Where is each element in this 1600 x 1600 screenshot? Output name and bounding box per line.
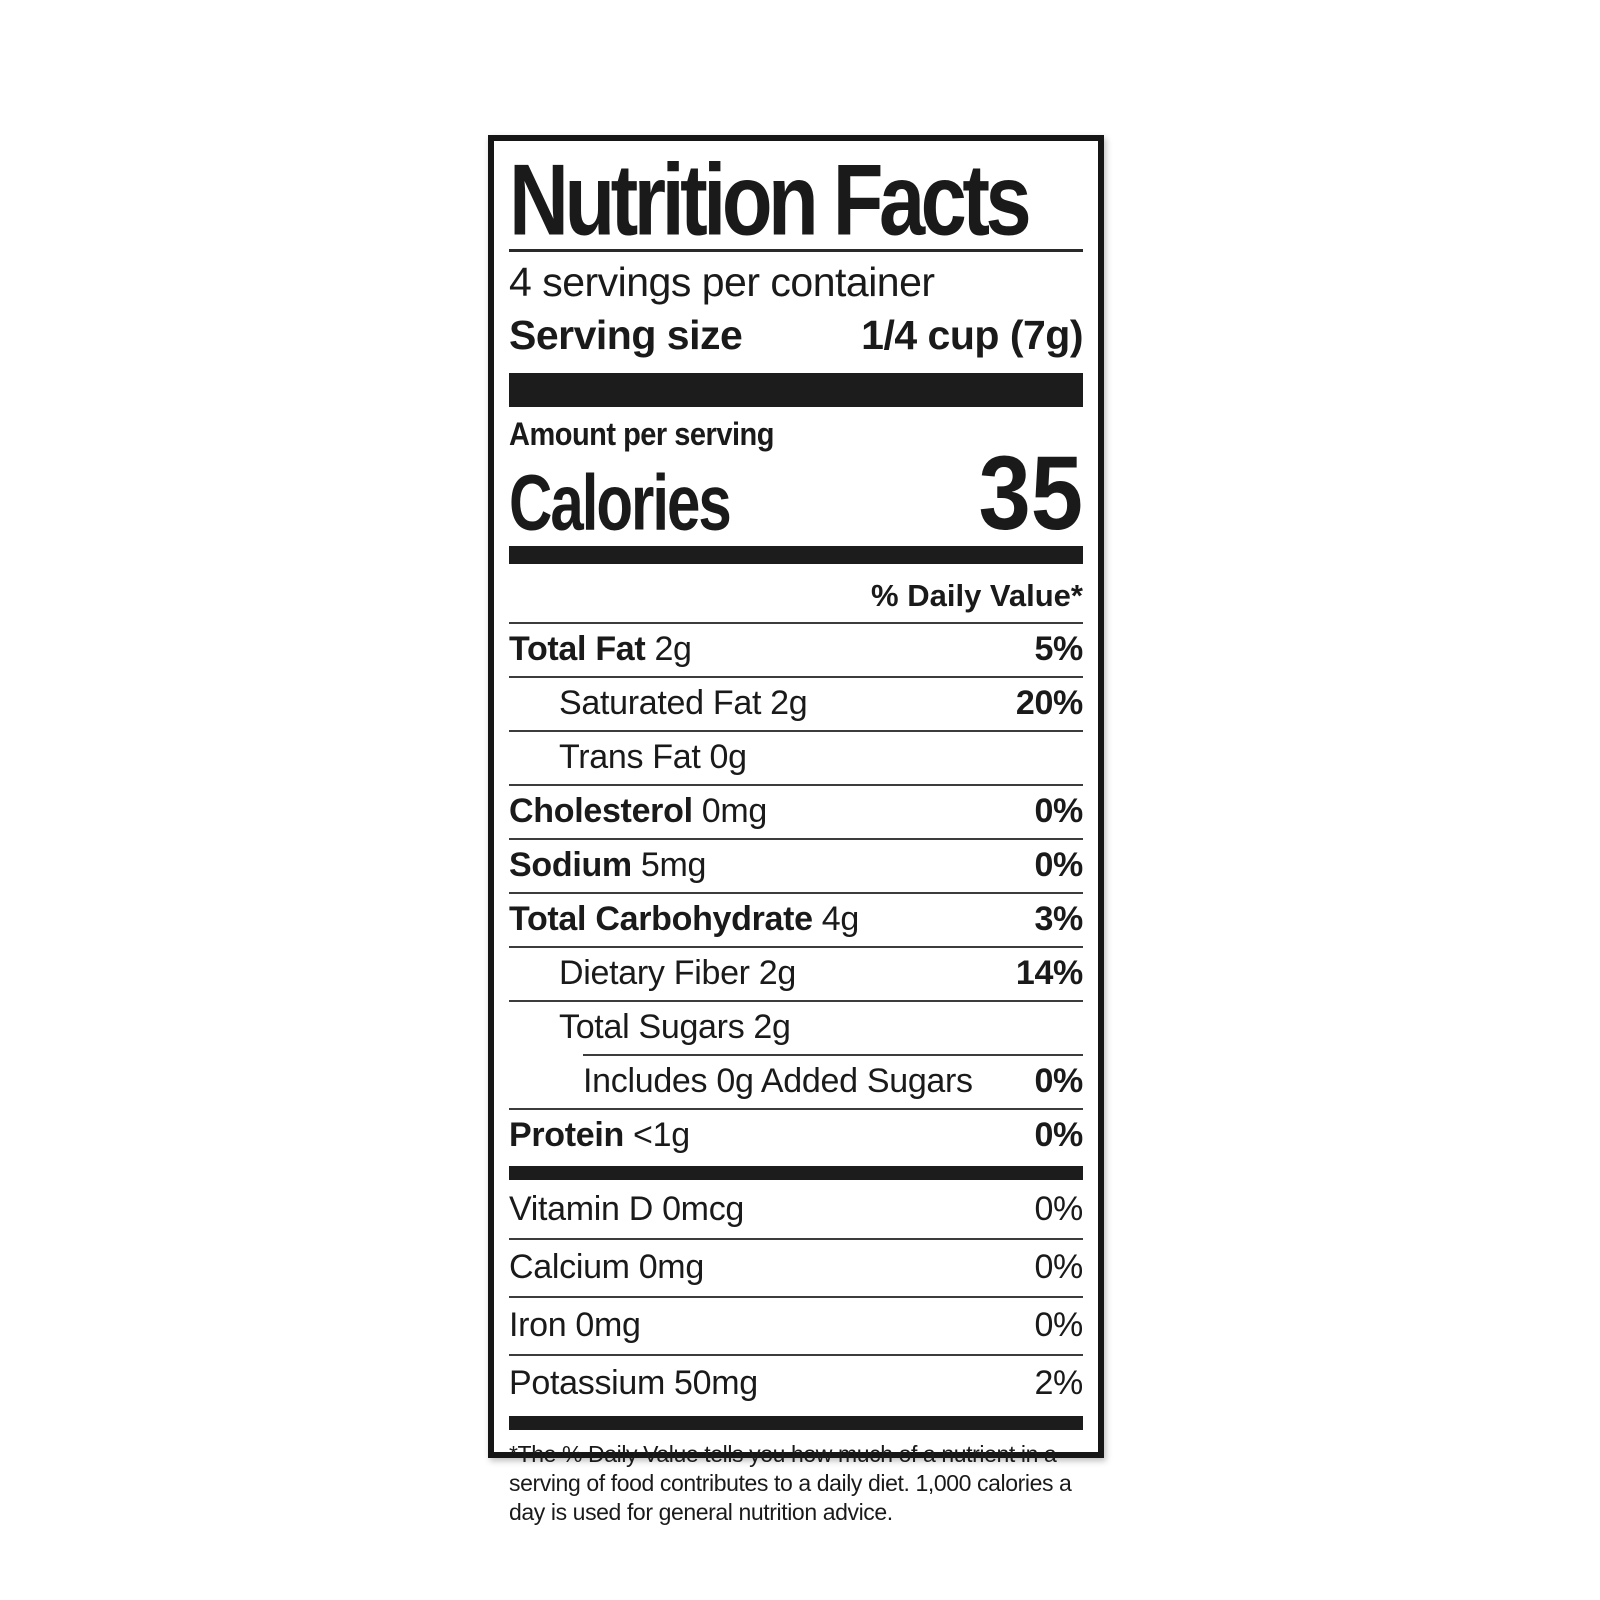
divider (509, 622, 1083, 624)
nutrient-row-protein: Protein <1g 0% (509, 1116, 1083, 1154)
nutrient-row-saturated-fat: Saturated Fat 2g 20% (559, 684, 1083, 722)
daily-value-header: % Daily Value* (871, 578, 1083, 613)
nutrient-row-added-sugars: Includes 0g Added Sugars 0% (583, 1062, 1083, 1100)
divider-medium (509, 546, 1083, 564)
divider (509, 1238, 1083, 1240)
nutrient-row-trans-fat: Trans Fat 0g (559, 738, 747, 776)
micronutrient-row-calcium: Calcium 0mg 0% (509, 1248, 1083, 1286)
divider (509, 1296, 1083, 1298)
divider (509, 838, 1083, 840)
nutrient-row-sodium: Sodium 5mg 0% (509, 846, 1083, 884)
divider (509, 676, 1083, 678)
micronutrient-row-iron: Iron 0mg 0% (509, 1306, 1083, 1344)
serving-size-row: Serving size 1/4 cup (7g) (509, 310, 1083, 365)
calories-value: 35 (978, 433, 1083, 552)
divider (509, 946, 1083, 948)
divider-thick (509, 1416, 1083, 1430)
nutrition-facts-label: Nutrition Facts 4 servings per container… (488, 135, 1104, 1525)
divider-thick (509, 373, 1083, 407)
serving-size-label: Serving size (509, 312, 743, 358)
serving-size-value: 1/4 cup (7g) (861, 312, 1083, 358)
divider-thick (509, 1166, 1083, 1180)
divider (509, 249, 1083, 252)
calories-label: Calories (509, 458, 732, 547)
nutrient-row-total-fat: Total Fat 2g 5% (509, 630, 1083, 668)
divider (509, 784, 1083, 786)
label-title: Nutrition Facts (509, 142, 1032, 257)
divider (509, 892, 1083, 894)
amount-per-serving: Amount per serving (509, 417, 774, 453)
calories-row: Calories 35 (509, 440, 1083, 547)
daily-value-footnote: *The % Daily Value tells you how much of… (509, 1441, 1072, 1525)
nutrient-row-total-carbohydrate: Total Carbohydrate 4g 3% (509, 900, 1083, 938)
divider-indented (583, 1054, 1083, 1056)
micronutrient-row-potassium: Potassium 50mg 2% (509, 1364, 1083, 1402)
nutrient-row-total-sugars: Total Sugars 2g (559, 1008, 791, 1046)
nutrient-row-cholesterol: Cholesterol 0mg 0% (509, 792, 1083, 830)
divider (509, 1000, 1083, 1002)
divider (509, 1354, 1083, 1356)
divider (509, 1108, 1083, 1110)
servings-per-container: 4 servings per container (509, 259, 935, 305)
micronutrients-section: Vitamin D 0mcg 0% Calcium 0mg 0% Iron 0mg 0… (509, 1182, 1083, 1412)
nutrient-row-dietary-fiber: Dietary Fiber 2g 14% (559, 954, 1083, 992)
divider (509, 730, 1083, 732)
micronutrient-row-vitamin-d: Vitamin D 0mcg 0% (509, 1190, 1083, 1228)
